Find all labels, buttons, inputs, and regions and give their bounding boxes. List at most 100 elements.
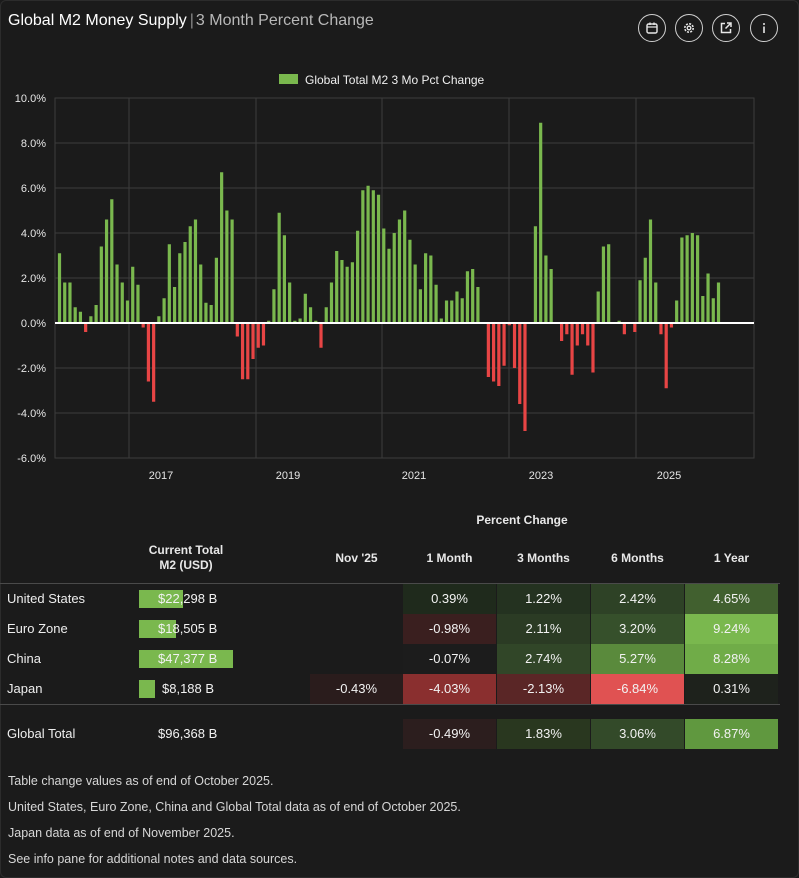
chart-bar[interactable] bbox=[444, 300, 449, 324]
chart-bar[interactable] bbox=[591, 323, 595, 373]
chart-bar[interactable] bbox=[633, 323, 637, 332]
chart-bar[interactable] bbox=[172, 287, 177, 323]
chart-bar[interactable] bbox=[298, 318, 302, 324]
chart-bar[interactable] bbox=[716, 282, 721, 324]
chart-bar[interactable] bbox=[376, 194, 381, 323]
chart-bar[interactable] bbox=[471, 269, 475, 323]
chart-bar[interactable] bbox=[424, 253, 428, 323]
chart-bar[interactable] bbox=[654, 282, 658, 324]
chart-bar[interactable] bbox=[235, 323, 239, 337]
chart-bar[interactable] bbox=[580, 323, 585, 335]
chart-bar[interactable] bbox=[110, 199, 114, 323]
chart-bar[interactable] bbox=[162, 298, 166, 323]
chart-bar[interactable] bbox=[669, 323, 674, 328]
chart-bar[interactable] bbox=[570, 323, 574, 375]
chart-bar[interactable] bbox=[549, 269, 553, 323]
chart-bar[interactable] bbox=[607, 244, 611, 323]
chart-bar[interactable] bbox=[418, 289, 422, 323]
chart-bar[interactable] bbox=[382, 228, 386, 324]
chart-bar[interactable] bbox=[225, 210, 229, 324]
chart-bar[interactable] bbox=[199, 264, 203, 324]
chart-bar[interactable] bbox=[455, 291, 459, 324]
chart-bar[interactable] bbox=[601, 246, 606, 324]
chart-bar[interactable] bbox=[340, 260, 344, 323]
chart-bar[interactable] bbox=[643, 257, 647, 323]
chart-bar[interactable] bbox=[104, 219, 109, 324]
chart-bar[interactable] bbox=[146, 323, 151, 382]
chart-bar[interactable] bbox=[204, 302, 208, 323]
chart-bar[interactable] bbox=[136, 284, 140, 323]
open-external-button[interactable] bbox=[712, 14, 740, 42]
chart-bar[interactable] bbox=[282, 235, 286, 323]
chart-bar[interactable] bbox=[560, 323, 564, 341]
chart-bar[interactable] bbox=[220, 172, 224, 323]
chart-bar[interactable] bbox=[622, 323, 626, 335]
chart-bar[interactable] bbox=[439, 318, 443, 324]
chart-bar[interactable] bbox=[157, 316, 161, 323]
chart-bar[interactable] bbox=[193, 219, 198, 324]
chart-bar[interactable] bbox=[403, 210, 407, 324]
chart-bar[interactable] bbox=[664, 323, 668, 389]
chart-bar[interactable] bbox=[73, 307, 77, 323]
chart-bar[interactable] bbox=[706, 273, 710, 324]
chart-bar[interactable] bbox=[288, 282, 292, 324]
chart-bar[interactable] bbox=[544, 255, 548, 324]
chart-bar[interactable] bbox=[120, 282, 124, 324]
chart-bar[interactable] bbox=[711, 298, 715, 323]
chart-bar[interactable] bbox=[131, 266, 135, 323]
chart-bar[interactable] bbox=[314, 320, 318, 323]
chart-bar[interactable] bbox=[99, 246, 103, 324]
chart-bar[interactable] bbox=[356, 230, 360, 323]
chart-bar[interactable] bbox=[152, 323, 156, 402]
chart-bar[interactable] bbox=[94, 305, 98, 323]
chart-bar[interactable] bbox=[89, 316, 93, 323]
chart-bar[interactable] bbox=[617, 320, 621, 323]
chart-bar[interactable] bbox=[518, 323, 522, 404]
chart-bar[interactable] bbox=[497, 323, 501, 386]
chart-bar[interactable] bbox=[63, 282, 67, 324]
chart-bar[interactable] bbox=[512, 323, 517, 368]
chart-bar[interactable] bbox=[596, 291, 600, 324]
settings-button[interactable] bbox=[675, 14, 703, 42]
chart-bar[interactable] bbox=[565, 323, 569, 335]
chart-bar[interactable] bbox=[256, 323, 260, 348]
chart-bar[interactable] bbox=[293, 320, 297, 323]
chart-bar[interactable] bbox=[371, 190, 375, 323]
chart-bar[interactable] bbox=[648, 219, 653, 324]
chart-bar[interactable] bbox=[277, 212, 281, 323]
chart-bar[interactable] bbox=[183, 242, 187, 323]
info-button[interactable] bbox=[750, 14, 778, 42]
chart-bar[interactable] bbox=[361, 190, 365, 323]
chart-bar[interactable] bbox=[492, 323, 496, 382]
chart-bar[interactable] bbox=[429, 255, 433, 324]
chart-bar[interactable] bbox=[209, 305, 213, 323]
chart-bar[interactable] bbox=[387, 248, 391, 323]
legend-label[interactable]: Global Total M2 3 Mo Pct Change bbox=[305, 73, 485, 87]
chart-bar[interactable] bbox=[214, 257, 218, 323]
chart-bar[interactable] bbox=[434, 284, 438, 323]
chart-bar[interactable] bbox=[465, 271, 470, 323]
chart-bar[interactable] bbox=[659, 323, 663, 335]
chart-bar[interactable] bbox=[366, 185, 370, 323]
chart-bar[interactable] bbox=[267, 320, 271, 323]
chart-bar[interactable] bbox=[413, 264, 417, 324]
chart-bar[interactable] bbox=[324, 307, 328, 323]
chart-bar[interactable] bbox=[680, 237, 684, 324]
chart-bar[interactable] bbox=[397, 219, 402, 324]
chart-bar[interactable] bbox=[68, 282, 72, 324]
chart-bar[interactable] bbox=[701, 296, 705, 323]
chart-bar[interactable] bbox=[78, 311, 83, 323]
chart-bar[interactable] bbox=[240, 323, 245, 380]
chart-bar[interactable] bbox=[329, 282, 334, 324]
chart-bar[interactable] bbox=[246, 323, 250, 380]
chart-bar[interactable] bbox=[57, 253, 62, 323]
chart-bar[interactable] bbox=[345, 266, 349, 323]
chart-bar[interactable] bbox=[261, 323, 266, 346]
chart-bar[interactable] bbox=[695, 235, 700, 323]
chart-bar[interactable] bbox=[476, 287, 480, 323]
calendar-button[interactable] bbox=[638, 14, 666, 42]
chart-bar[interactable] bbox=[251, 323, 255, 359]
chart-bar[interactable] bbox=[308, 307, 313, 323]
chart-bar[interactable] bbox=[690, 233, 694, 323]
chart-bar[interactable] bbox=[586, 323, 590, 346]
